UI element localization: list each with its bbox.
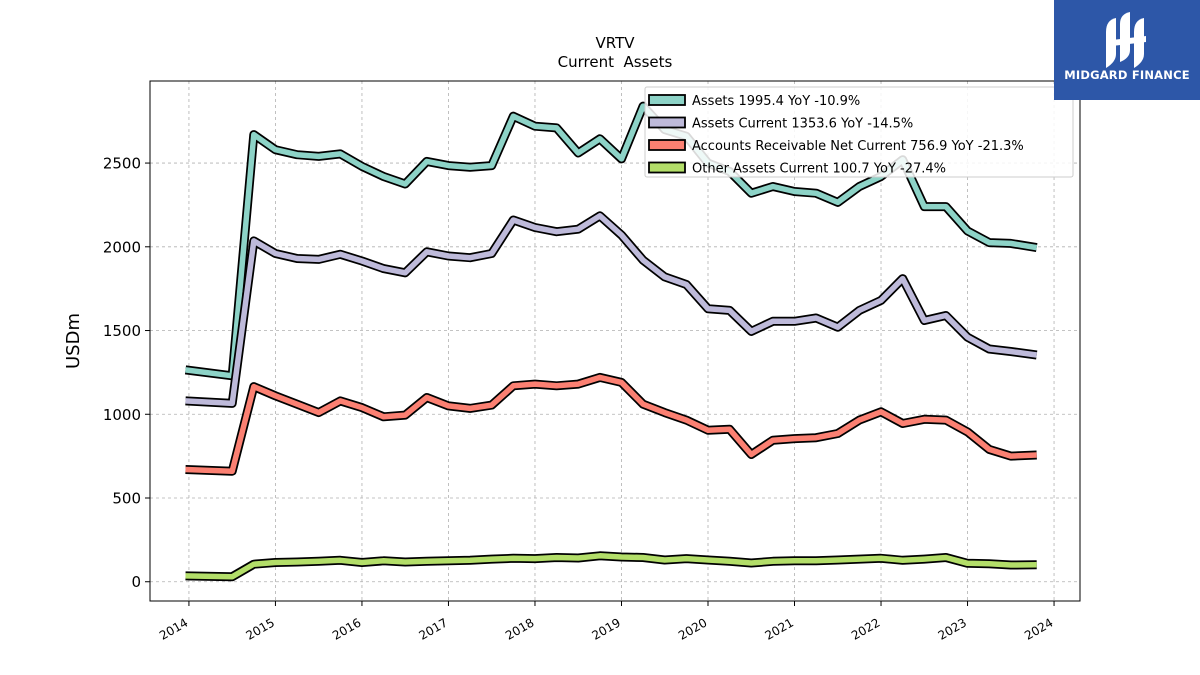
legend-label: Other Assets Current 100.7 YoY -27.4% [692, 162, 946, 177]
legend-box [644, 86, 1074, 178]
series-line-outline [185, 211, 1038, 408]
x-tick-label: 2017 [417, 615, 450, 642]
y-tick-label: 500 [112, 490, 141, 508]
x-tick-label: 2015 [243, 615, 276, 642]
y-tick-label: 1000 [103, 406, 141, 424]
x-tick-label: 2024 [1022, 615, 1055, 642]
y-tick-label: 2000 [103, 238, 141, 256]
brand-name: MIDGARD FINANCE [1064, 68, 1190, 82]
y-tick-label: 1500 [103, 322, 141, 340]
series-line [185, 374, 1037, 474]
x-tick-label: 2016 [330, 615, 363, 642]
legend-label: Assets Current 1353.6 YoY -14.5% [692, 117, 913, 132]
legend-label: Assets 1995.4 YoY -10.9% [692, 94, 860, 109]
y-axis: 0 500 1000 1500 2000 2500 [103, 155, 150, 591]
plot-frame [149, 80, 1081, 602]
y-tick-label: 0 [131, 573, 141, 591]
series-line [185, 213, 1038, 407]
y-axis-label: USDm [63, 313, 84, 369]
x-tick-label: 2022 [849, 615, 882, 642]
legend-label: Accounts Receivable Net Current 756.9 Yo… [692, 139, 1024, 154]
legend-swatch [648, 139, 686, 151]
x-axis: 2014 2015 2016 2017 2018 2019 2020 2021 2022 2023… [157, 601, 1056, 643]
legend-swatch [648, 116, 686, 129]
legend-swatch [648, 94, 686, 106]
series-line [185, 553, 1037, 580]
midgard-logo-icon [1106, 12, 1146, 68]
y-tick-label: 2500 [103, 155, 141, 173]
legend-swatch [648, 161, 686, 174]
x-tick-label: 2023 [936, 615, 969, 642]
x-tick-label: 2019 [590, 615, 623, 642]
x-tick-label: 2021 [763, 615, 796, 642]
brand-logo: MIDGARD FINANCE [1054, 0, 1200, 100]
x-tick-label: 2020 [676, 615, 709, 642]
x-tick-label: 2014 [157, 615, 190, 642]
x-tick-label: 2018 [503, 615, 536, 642]
series-lines [184, 101, 1038, 582]
chart-title: VRTV [595, 34, 635, 52]
chart-subtitle: Current Assets [558, 53, 673, 71]
legend: Assets 1995.4 YoY -10.9% Assets Current 1… [644, 86, 1074, 178]
